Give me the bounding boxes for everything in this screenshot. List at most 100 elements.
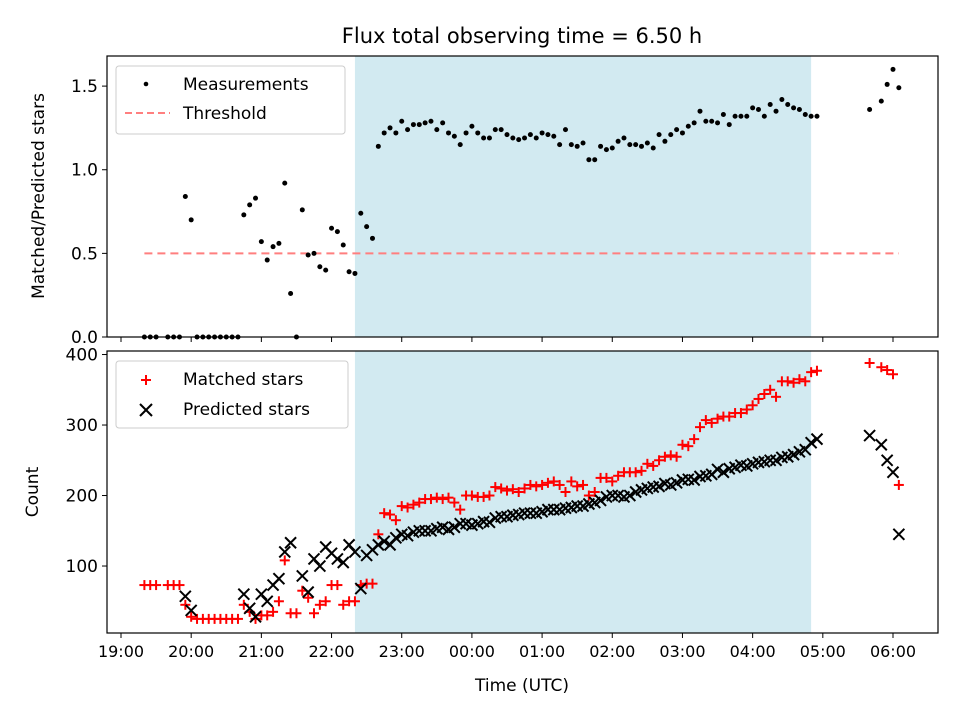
measurement-point — [779, 96, 785, 102]
predicted-point — [804, 436, 818, 449]
measurement-point — [486, 135, 492, 141]
measurement-point — [510, 135, 516, 141]
x-axis-label: Time (UTC) — [474, 676, 569, 696]
measurement-point — [352, 270, 358, 276]
measurement-point — [422, 120, 428, 126]
predicted-point — [184, 604, 198, 617]
predicted-point — [296, 569, 309, 583]
matched-point — [566, 476, 577, 487]
matched-point — [373, 529, 384, 540]
measurement-point — [720, 112, 726, 118]
measurement-point — [802, 112, 808, 118]
measurement-point — [697, 108, 703, 114]
measurement-point — [305, 252, 311, 258]
measurement-point — [598, 143, 604, 149]
matched-point — [765, 384, 776, 395]
measurement-point — [633, 142, 639, 148]
matched-point — [396, 501, 407, 512]
measurement-point — [329, 225, 335, 231]
measurement-point — [738, 113, 744, 119]
matched-point — [560, 487, 571, 497]
measurement-point — [264, 257, 270, 263]
measurement-point — [457, 142, 463, 148]
measurement-point — [656, 132, 662, 138]
matched-point — [496, 483, 507, 494]
matched-point — [186, 611, 197, 622]
measurement-point — [761, 113, 767, 119]
matched-point — [466, 490, 477, 501]
measurement-point — [878, 98, 884, 104]
measurement-point — [621, 135, 627, 141]
measurement-point — [685, 123, 691, 129]
top-y-tick-label: 0.0 — [71, 328, 98, 348]
predicted-point — [570, 499, 584, 513]
predicted-point — [249, 610, 262, 623]
measurement-point — [253, 195, 259, 201]
predicted-point — [880, 454, 894, 467]
measurement-point — [416, 122, 422, 128]
matched-point — [607, 476, 618, 487]
measurement-point — [334, 229, 340, 235]
matched-point — [542, 477, 553, 488]
measurement-point — [568, 142, 574, 148]
predicted-point — [606, 489, 619, 502]
matched-point — [893, 479, 904, 490]
x-tick-label: 02:00 — [589, 642, 635, 661]
predicted-point — [594, 494, 607, 507]
predicted-point — [354, 582, 367, 595]
predicted-point — [518, 506, 531, 520]
measurement-point — [744, 113, 750, 119]
measurement-point — [182, 194, 188, 199]
measurement-point — [492, 127, 498, 133]
bottom-y-tick-label: 200 — [66, 487, 98, 507]
predicted-point — [401, 529, 414, 542]
matched-point — [572, 481, 583, 492]
predicted-point — [372, 538, 385, 552]
matched-point — [519, 483, 530, 494]
x-tick-label: 00:00 — [449, 642, 495, 661]
measurement-point — [808, 113, 814, 119]
matched-point — [262, 610, 273, 621]
measurement-point — [884, 81, 890, 87]
x-tick-label: 23:00 — [379, 642, 425, 661]
measurement-point — [393, 130, 399, 136]
measurement-point — [773, 108, 779, 114]
bottom-y-tick-label: 400 — [66, 346, 98, 366]
matched-point — [659, 451, 670, 462]
bottom-legend: Matched stars Predicted stars — [115, 360, 349, 429]
measurement-point — [270, 244, 276, 250]
matched-point — [753, 393, 764, 404]
matched-point — [759, 389, 770, 400]
matched-point — [490, 482, 501, 493]
matched-point — [273, 596, 284, 607]
top-legend-box — [115, 65, 346, 135]
top-y-tick-label: 0.5 — [71, 244, 98, 264]
measurement-point — [481, 135, 487, 141]
matched-point — [741, 404, 752, 415]
matched-point — [174, 580, 185, 591]
measurement-point — [440, 120, 446, 126]
predicted-point — [377, 535, 391, 548]
matched-point — [338, 599, 349, 610]
measurement-point — [867, 107, 873, 113]
measurement-point — [358, 210, 364, 216]
predicted-point — [272, 572, 286, 585]
measurement-point — [299, 207, 305, 213]
matched-point — [180, 599, 191, 610]
matched-point — [385, 509, 396, 520]
measurement-point — [545, 132, 551, 138]
matched-point — [443, 492, 454, 503]
matched-point — [449, 497, 460, 508]
measurement-point — [668, 132, 674, 138]
measurement-point — [399, 118, 405, 124]
matched-point — [537, 479, 548, 490]
measurement-point — [674, 127, 680, 133]
matched-point — [782, 376, 793, 387]
legend-matched-label: Matched stars — [183, 370, 303, 390]
matched-point — [806, 367, 817, 378]
matched-point — [695, 422, 705, 433]
measurement-point — [791, 105, 797, 111]
predicted-point — [892, 528, 906, 541]
matched-point — [507, 484, 518, 495]
